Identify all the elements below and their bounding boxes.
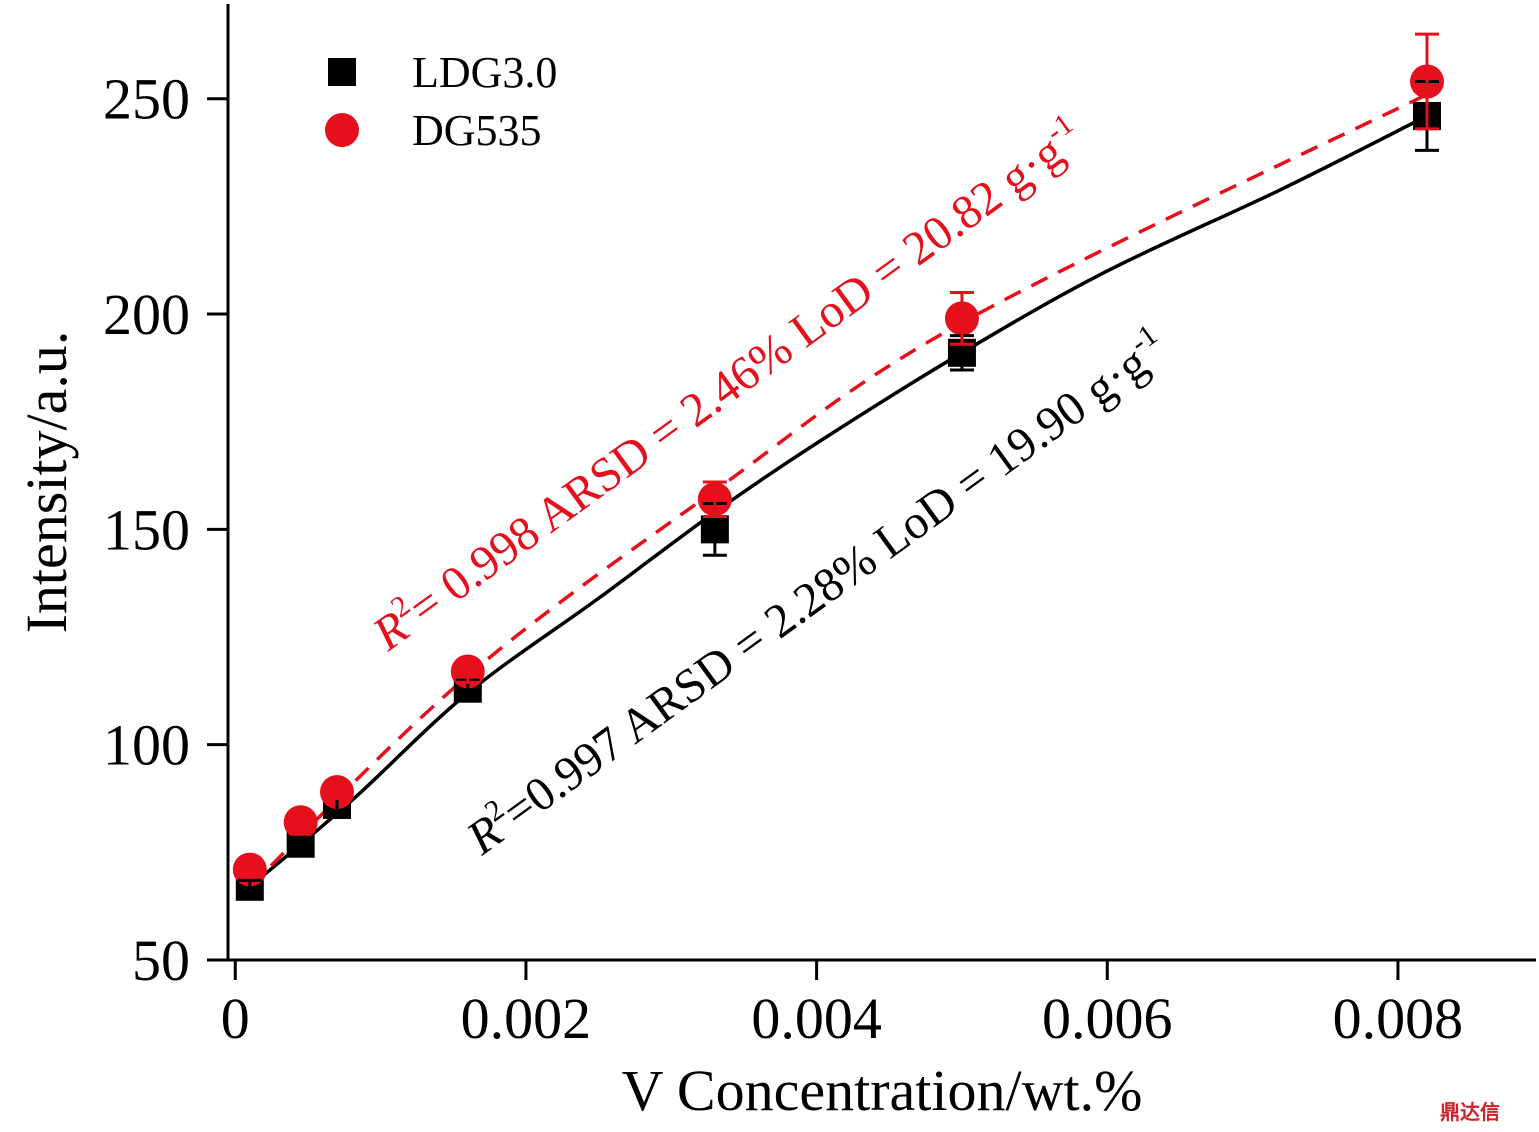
y-tick-label: 200 [103, 282, 190, 347]
y-tick-label: 50 [132, 928, 190, 993]
ldg30-annotation-text: =0.997 ARSD = 2.28% LoD = 19.90 g·g [493, 336, 1157, 839]
dg535-fit-annotation: R2= 0.998 ARSD = 2.46% LoD = 20.82 g·g-1 [360, 107, 1093, 661]
x-tick-label: 0.004 [751, 986, 882, 1051]
x-tick-label: 0.002 [461, 986, 592, 1051]
y-tick-label: 150 [103, 497, 190, 562]
x-tick-label: 0.008 [1333, 986, 1464, 1051]
y-axis-title: Intensity/a.u. [14, 331, 79, 634]
fit-lines [248, 92, 1428, 889]
y-tick-label: 100 [103, 713, 190, 778]
y-tick-label: 250 [103, 67, 190, 132]
data-markers [232, 32, 1444, 901]
x-tick-label: 0.006 [1042, 986, 1173, 1051]
axes: 50 100 150 200 250 0 0.002 0.004 0.006 0.008 [103, 4, 1536, 1051]
x-axis-title: V Concentration/wt.% [622, 1058, 1143, 1123]
ldg30-fit-line [248, 114, 1428, 889]
legend: LDG3.0 DG535 [325, 48, 557, 155]
dg535-legend-label: DG535 [412, 106, 542, 155]
dg535-legend-marker [325, 113, 359, 147]
ldg30-legend-marker [328, 58, 356, 86]
dg535-fit-line [248, 92, 1428, 889]
ldg30-fit-annotation: R2=0.997 ARSD = 2.28% LoD = 19.90 g·g-1 [454, 318, 1178, 865]
ldg30-legend-label: LDG3.0 [412, 48, 557, 97]
watermark-logo: 鼎达信 [1440, 1100, 1500, 1124]
x-tick-label: 0 [221, 986, 250, 1051]
dg535-annotation-text: = 0.998 ARSD = 2.46% LoD = 20.82 g·g [399, 125, 1073, 635]
